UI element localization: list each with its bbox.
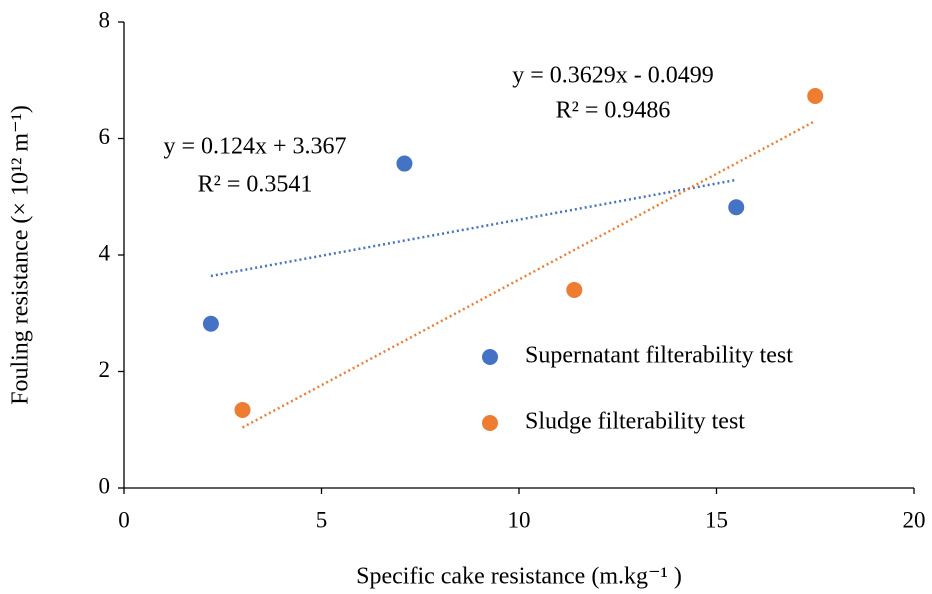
trendline-r2: R² = 0.3541 (198, 172, 313, 198)
legend-marker (482, 349, 498, 365)
legend-label: Sludge filterability test (525, 409, 745, 435)
y-tick-label: 0 (99, 473, 111, 498)
trendline-equation: y = 0.124x + 3.367 (163, 134, 346, 160)
trendline (241, 119, 816, 429)
y-tick-label: 6 (99, 124, 111, 149)
point (566, 281, 583, 298)
trendline-r2: R² = 0.9486 (556, 98, 671, 124)
x-tick-label: 5 (316, 507, 328, 532)
point (396, 155, 413, 172)
y-tick-label: 4 (99, 240, 111, 265)
point (202, 315, 219, 332)
point (728, 199, 745, 216)
y-tick-label: 8 (99, 7, 111, 32)
legend-label: Supernatant filterability test (525, 343, 793, 369)
y-tick-label: 2 (99, 357, 111, 382)
trendline-equation: y = 0.3629x - 0.0499 (512, 63, 714, 89)
x-axis-label: Specific cake resistance (m.kg⁻¹ ) (356, 564, 682, 590)
x-tick-label: 15 (705, 507, 728, 532)
legend-marker (482, 415, 498, 431)
point (234, 401, 251, 418)
x-tick-label: 0 (118, 507, 130, 532)
y-axis-label: Fouling resistance (× 10¹² m⁻¹) (8, 105, 34, 405)
trendline (210, 178, 737, 278)
point (807, 87, 824, 104)
x-tick-label: 10 (508, 507, 531, 532)
x-tick-label: 20 (903, 507, 926, 532)
